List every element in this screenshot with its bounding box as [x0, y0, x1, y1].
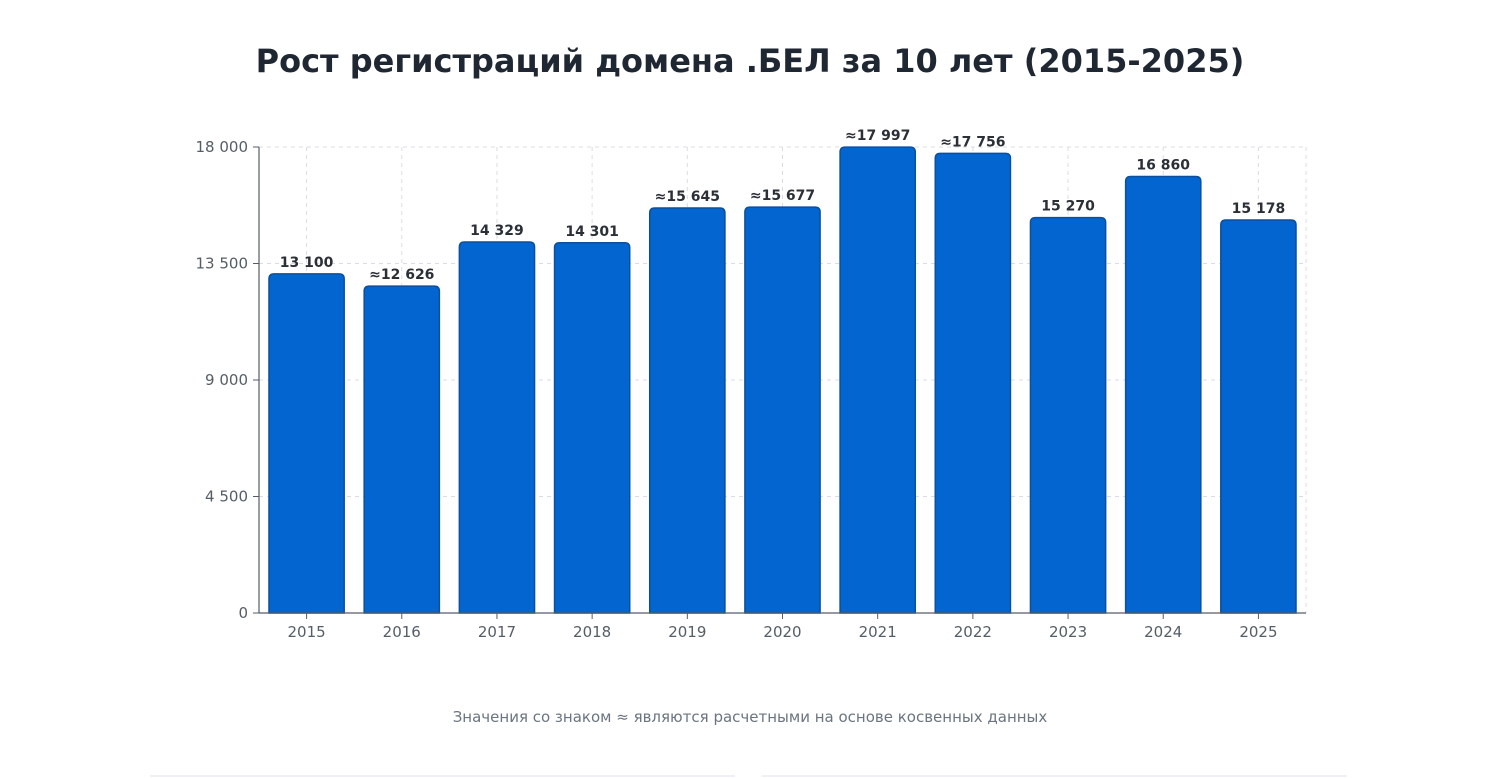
bar-2016	[363, 285, 441, 614]
bar-2019	[648, 207, 726, 614]
bars	[268, 146, 1297, 614]
bar-2020	[744, 206, 821, 614]
x-tick-label-2020: 2020	[763, 623, 801, 641]
data-label-2020: ≈15 677	[750, 188, 815, 204]
x-tick-label-2021: 2021	[859, 623, 897, 641]
axes	[253, 146, 1306, 619]
data-label-2015: 13 100	[280, 255, 334, 271]
bar-2025	[1220, 219, 1297, 614]
y-tick-label: 9 000	[205, 371, 248, 389]
x-tick-label-2017: 2017	[478, 623, 516, 641]
x-tick-label-2015: 2015	[287, 623, 325, 641]
data-label-2017: 14 329	[470, 223, 524, 239]
labels: 0 4 500 9 000 13 500 18 000 13 100 2015 ≈12 626…	[196, 128, 1286, 641]
x-tick-label-2024: 2024	[1144, 623, 1182, 641]
bottom-divider-right	[762, 775, 1347, 777]
data-label-2021: ≈17 997	[845, 128, 910, 144]
bottom-divider-left	[150, 775, 735, 777]
x-tick-label-2025: 2025	[1239, 623, 1277, 641]
bar-chart: 0 4 500 9 000 13 500 18 000 13 100 2015 ≈12 626…	[196, 128, 1307, 641]
data-label-2023: 15 270	[1041, 199, 1095, 215]
bar-2018	[553, 242, 631, 614]
x-tick-label-2018: 2018	[573, 623, 611, 641]
data-label-2022: ≈17 756	[940, 134, 1005, 150]
y-tick-label: 0	[238, 604, 248, 622]
chart-title: Рост регистраций домена .БЕЛ за 10 лет (…	[255, 42, 1245, 80]
y-tick-label: 4 500	[205, 488, 248, 506]
bar-2022	[934, 152, 1012, 614]
bar-2021	[839, 146, 917, 614]
y-tick-label: 13 500	[196, 255, 249, 273]
data-label-2016: ≈12 626	[369, 267, 434, 283]
data-label-2025: 15 178	[1232, 201, 1286, 217]
x-tick-label-2023: 2023	[1049, 623, 1087, 641]
data-label-2019: ≈15 645	[655, 189, 720, 205]
x-tick-label-2019: 2019	[668, 623, 706, 641]
bar-2015	[268, 273, 345, 614]
y-tick-label: 18 000	[196, 138, 249, 156]
bar-2023	[1029, 216, 1107, 614]
data-label-2018: 14 301	[565, 224, 619, 240]
x-tick-label-2022: 2022	[954, 623, 992, 641]
x-tick-label-2016: 2016	[383, 623, 421, 641]
footnote: Значения со знаком ≈ являются расчетными…	[452, 708, 1048, 726]
bar-2024	[1124, 175, 1202, 614]
data-label-2024: 16 860	[1136, 158, 1190, 174]
bar-2017	[458, 241, 536, 614]
